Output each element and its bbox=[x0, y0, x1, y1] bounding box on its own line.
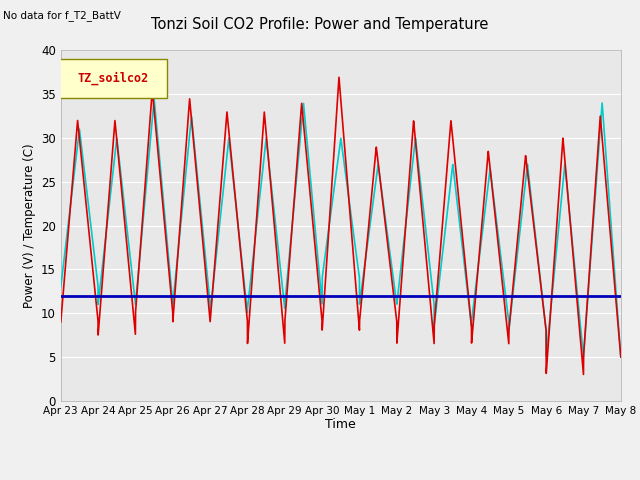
Y-axis label: Power (V) / Temperature (C): Power (V) / Temperature (C) bbox=[22, 144, 35, 308]
Text: Tonzi Soil CO2 Profile: Power and Temperature: Tonzi Soil CO2 Profile: Power and Temper… bbox=[151, 17, 489, 32]
Legend: CR23X Temperature, CR23X Voltage, CR10X Temperature: CR23X Temperature, CR23X Voltage, CR10X … bbox=[101, 478, 580, 480]
X-axis label: Time: Time bbox=[325, 419, 356, 432]
Text: No data for f_T2_BattV: No data for f_T2_BattV bbox=[3, 11, 121, 22]
Text: TZ_soilco2: TZ_soilco2 bbox=[77, 72, 148, 85]
FancyBboxPatch shape bbox=[58, 59, 167, 98]
